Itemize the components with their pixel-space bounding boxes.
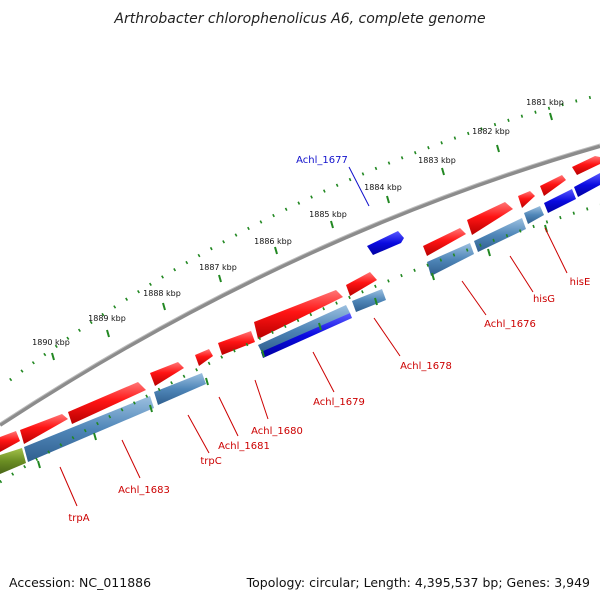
cds-forward-achl1678	[346, 272, 377, 296]
topology-text: Topology: circular; Length: 4,395,537 bp…	[246, 575, 590, 590]
cds-forward-achl1676-a	[467, 202, 513, 235]
gene-hise	[574, 173, 600, 197]
backbone-line	[0, 144, 600, 427]
cds-forward-achl1681	[195, 349, 213, 366]
map-title: Arthrobacter chlorophenolicus A6, comple…	[113, 11, 485, 27]
gene-feature-track	[0, 173, 600, 474]
gene-achl1679-blue	[261, 313, 352, 358]
forward-cds-track	[0, 156, 600, 452]
cds-forward-achl1679	[254, 290, 343, 339]
cds-forward-achl1683	[68, 382, 146, 424]
gene-label-hisg: hisG	[533, 294, 555, 305]
outer-ruler-major-ticks	[51, 112, 553, 361]
gene-achl1679-steel	[258, 305, 350, 353]
cds-achl-1677	[367, 231, 404, 255]
gene-label-achl-1679: Achl_1679	[313, 397, 365, 408]
gene-label-achl-1676: Achl_1676	[484, 319, 536, 330]
gene-label-hise: hisE	[570, 277, 591, 288]
gene-label-achl-1677: Achl_1677	[296, 155, 348, 166]
gene-achl1683	[24, 396, 154, 462]
cds-forward-trpa-a	[20, 414, 68, 444]
gene-label-achl-1680: Achl_1680	[251, 426, 303, 437]
cds-forward-achl1680	[218, 331, 255, 355]
gene-hisg-blue	[544, 189, 576, 213]
cds-forward-hisg	[518, 191, 535, 208]
leader-lines	[59, 166, 568, 507]
kbp-label-1888: 1888 kbp	[143, 289, 181, 298]
accession-text: Accession: NC_011886	[9, 575, 152, 590]
kbp-label-1883: 1883 kbp	[418, 156, 456, 165]
inner-ruler-dots	[0, 203, 600, 484]
gene-achl1676-a	[474, 218, 526, 252]
gene-label-trpc: trpC	[200, 456, 221, 467]
gene-label-achl-1683: Achl_1683	[118, 485, 170, 496]
cds-forward-achl1676-b	[423, 228, 466, 256]
gene-trpc	[154, 373, 206, 405]
gene-trpa-green	[0, 448, 26, 474]
gene-achl1676-b	[427, 243, 474, 276]
cds-forward-hise-2	[540, 175, 566, 196]
cds-forward-hise	[572, 156, 600, 175]
gene-label-trpa: trpA	[68, 513, 89, 524]
kbp-label-1889: 1889 kbp	[88, 314, 126, 323]
cds-forward-trpa-b	[0, 431, 20, 452]
gene-label-achl-1681: Achl_1681	[218, 441, 270, 452]
cds-forward-trpc	[150, 362, 184, 386]
kbp-label-1881: 1881 kbp	[526, 98, 564, 107]
gene-achl1678	[352, 289, 386, 312]
gene-hisg	[524, 206, 544, 224]
kbp-label-1886: 1886 kbp	[254, 237, 292, 246]
kbp-label-1882: 1882 kbp	[472, 127, 510, 136]
kbp-label-1887: 1887 kbp	[199, 263, 237, 272]
kbp-label-1890: 1890 kbp	[32, 338, 70, 347]
kbp-label-1885: 1885 kbp	[309, 210, 347, 219]
kbp-label-1884: 1884 kbp	[364, 183, 402, 192]
gene-label-achl-1678: Achl_1678	[400, 361, 452, 372]
